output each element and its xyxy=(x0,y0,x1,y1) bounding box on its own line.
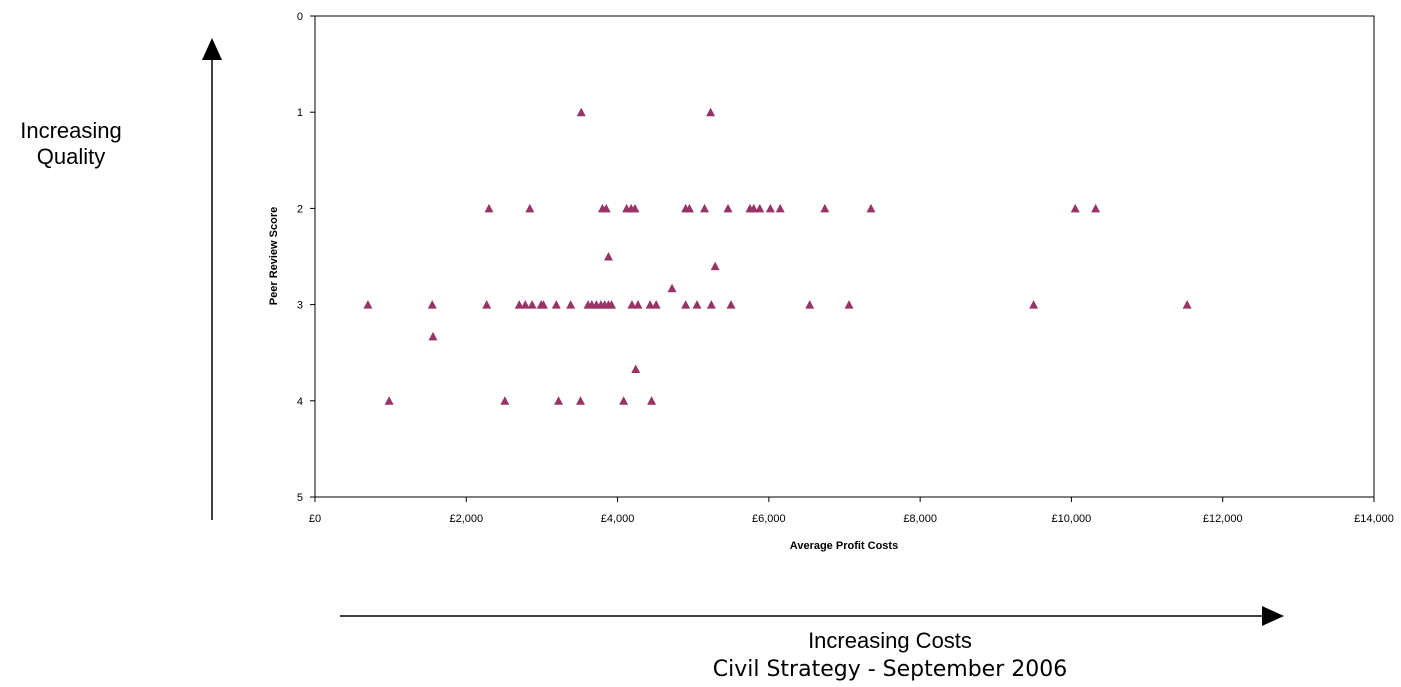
footer-caption: Civil Strategy - September 2006 xyxy=(712,657,1068,682)
plot-area xyxy=(314,15,1375,498)
data-point xyxy=(844,300,854,309)
data-point xyxy=(667,283,677,293)
y-axis-title: Peer Review Score xyxy=(268,207,280,305)
quality-annotation: Increasing Quality xyxy=(0,118,142,171)
data-point xyxy=(631,364,641,374)
data-point xyxy=(706,107,716,117)
data-point xyxy=(726,300,736,309)
data-point xyxy=(700,203,710,213)
data-point xyxy=(775,203,785,213)
y-tick-label: 3 xyxy=(297,300,303,312)
y-tick-label: 5 xyxy=(297,492,303,504)
x-tick-label: £2,000 xyxy=(449,513,483,525)
data-point xyxy=(1091,203,1101,213)
data-point xyxy=(484,203,494,213)
data-point xyxy=(765,203,775,213)
data-point xyxy=(603,252,613,261)
data-point xyxy=(681,300,691,309)
costs-annotation: Increasing Costs xyxy=(808,628,972,653)
data-points xyxy=(363,107,1192,405)
data-point xyxy=(384,396,394,405)
data-point xyxy=(866,203,876,213)
data-point xyxy=(482,300,492,309)
data-point xyxy=(538,300,548,309)
y-tick-label: 1 xyxy=(297,107,303,119)
data-point xyxy=(627,300,637,309)
data-point xyxy=(427,300,437,309)
data-point xyxy=(363,300,373,309)
data-point xyxy=(820,203,830,213)
data-point xyxy=(692,300,702,309)
data-point xyxy=(500,396,510,405)
x-tick-label: £4,000 xyxy=(601,513,635,525)
data-point xyxy=(551,300,561,309)
data-point xyxy=(755,203,765,213)
data-point xyxy=(706,300,716,309)
data-point xyxy=(607,300,617,309)
data-point xyxy=(633,300,643,309)
x-tick-label: £6,000 xyxy=(752,513,786,525)
data-point xyxy=(576,107,586,117)
quality-annotation-line2: Quality xyxy=(36,144,106,170)
costs-arrow-head xyxy=(1262,606,1284,626)
y-tick-label: 0 xyxy=(297,11,303,23)
data-point xyxy=(723,203,733,213)
data-point xyxy=(1182,300,1192,309)
data-point xyxy=(619,396,629,405)
data-point xyxy=(710,261,720,271)
data-point xyxy=(651,300,661,309)
quality-arrow-head xyxy=(202,38,222,60)
data-point xyxy=(527,300,537,309)
data-point xyxy=(1070,203,1080,213)
x-axis-title: Average Profit Costs xyxy=(790,540,898,552)
data-point xyxy=(647,396,657,405)
data-point xyxy=(520,300,530,309)
x-tick-label: £10,000 xyxy=(1052,513,1092,525)
data-point xyxy=(749,203,759,213)
data-point xyxy=(805,300,815,309)
data-point xyxy=(554,396,564,405)
quality-annotation-line1: Increasing xyxy=(20,118,122,143)
data-point xyxy=(1029,300,1039,309)
x-tick-label: £12,000 xyxy=(1203,513,1243,525)
data-point xyxy=(525,203,535,213)
y-tick-label: 4 xyxy=(297,396,303,408)
data-point xyxy=(514,300,524,309)
x-axis: £0 £2,000 £4,000 £6,000 £8,000 £10,000 £12,000… xyxy=(309,497,1394,525)
data-point xyxy=(428,331,438,341)
data-point xyxy=(566,300,576,309)
data-point xyxy=(576,396,586,405)
x-tick-label: £8,000 xyxy=(903,513,937,525)
x-tick-label: £14,000 xyxy=(1354,513,1394,525)
data-point xyxy=(601,203,611,213)
data-point xyxy=(684,203,694,213)
data-point xyxy=(630,203,640,213)
data-point xyxy=(645,300,655,309)
y-axis: 0 1 2 3 4 5 xyxy=(297,11,315,504)
x-tick-label: £0 xyxy=(309,513,321,525)
y-tick-label: 2 xyxy=(297,203,303,215)
